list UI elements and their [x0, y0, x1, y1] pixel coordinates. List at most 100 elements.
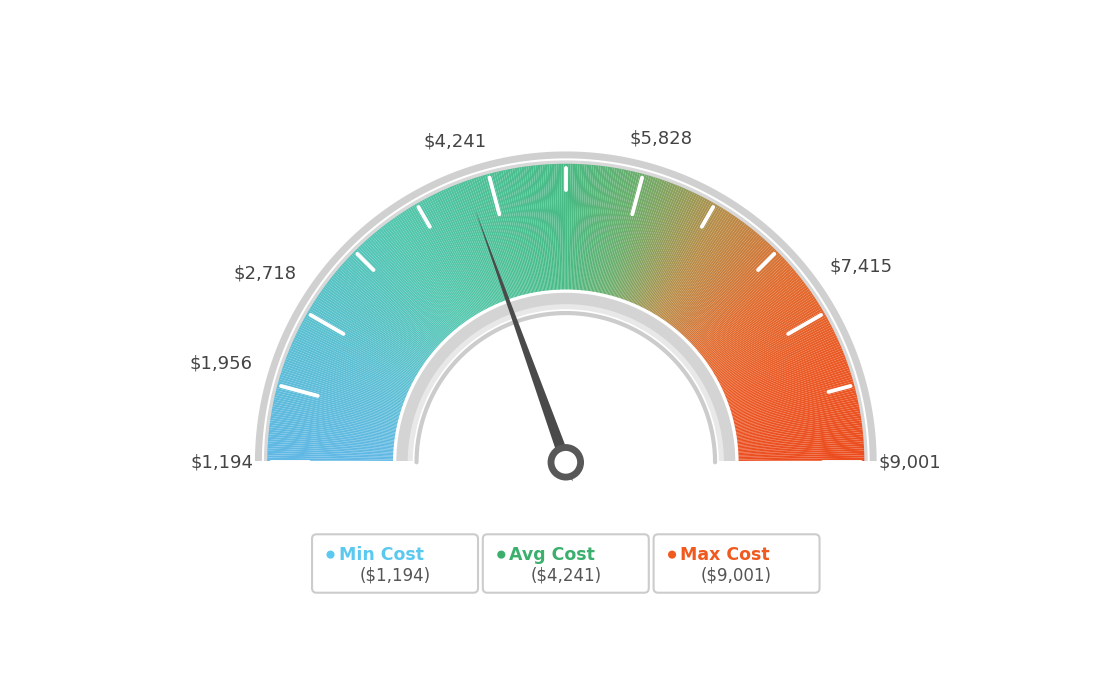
Wedge shape — [734, 397, 858, 426]
Wedge shape — [737, 460, 864, 462]
Wedge shape — [576, 164, 587, 290]
Wedge shape — [523, 166, 543, 292]
Wedge shape — [367, 238, 452, 334]
Wedge shape — [431, 195, 489, 309]
Wedge shape — [290, 346, 407, 397]
Wedge shape — [728, 359, 847, 404]
Wedge shape — [650, 202, 713, 313]
Wedge shape — [716, 319, 828, 381]
Wedge shape — [729, 366, 849, 408]
Wedge shape — [384, 224, 463, 326]
Wedge shape — [735, 415, 861, 437]
Wedge shape — [656, 208, 724, 316]
Wedge shape — [561, 164, 564, 290]
Wedge shape — [629, 185, 678, 303]
Wedge shape — [660, 213, 732, 319]
Wedge shape — [327, 282, 429, 359]
Wedge shape — [714, 313, 825, 377]
Wedge shape — [619, 179, 660, 299]
Wedge shape — [724, 344, 841, 395]
Wedge shape — [724, 346, 841, 397]
Wedge shape — [361, 243, 449, 337]
Wedge shape — [325, 285, 427, 361]
Wedge shape — [458, 183, 505, 302]
FancyBboxPatch shape — [654, 534, 819, 593]
Text: $1,956: $1,956 — [189, 354, 252, 372]
Wedge shape — [273, 404, 397, 430]
Wedge shape — [286, 357, 405, 403]
Wedge shape — [289, 348, 407, 397]
Wedge shape — [314, 300, 422, 370]
Wedge shape — [294, 337, 410, 391]
Wedge shape — [680, 238, 765, 334]
Wedge shape — [725, 351, 843, 399]
Wedge shape — [391, 219, 466, 323]
Wedge shape — [627, 183, 673, 302]
Wedge shape — [521, 167, 542, 292]
Wedge shape — [598, 169, 624, 293]
Wedge shape — [330, 277, 431, 357]
Wedge shape — [698, 270, 796, 353]
Wedge shape — [304, 319, 415, 381]
Wedge shape — [583, 166, 598, 291]
Wedge shape — [381, 226, 460, 327]
Wedge shape — [527, 166, 544, 292]
Text: ($4,241): ($4,241) — [530, 566, 602, 585]
Wedge shape — [267, 448, 394, 455]
Wedge shape — [394, 290, 737, 462]
Wedge shape — [699, 272, 797, 354]
Wedge shape — [578, 164, 590, 290]
Wedge shape — [614, 176, 651, 297]
Wedge shape — [718, 321, 829, 382]
Wedge shape — [383, 225, 461, 326]
Wedge shape — [400, 213, 471, 319]
Wedge shape — [284, 364, 403, 406]
Wedge shape — [654, 206, 720, 315]
Wedge shape — [620, 179, 662, 299]
Wedge shape — [713, 308, 822, 375]
Wedge shape — [677, 234, 760, 331]
Wedge shape — [293, 339, 408, 393]
Wedge shape — [723, 342, 840, 394]
Wedge shape — [679, 237, 763, 333]
Wedge shape — [657, 209, 725, 317]
Wedge shape — [585, 166, 601, 291]
Wedge shape — [697, 268, 794, 352]
Wedge shape — [686, 248, 775, 339]
Wedge shape — [272, 406, 396, 431]
Wedge shape — [693, 262, 788, 348]
Wedge shape — [666, 219, 741, 323]
Wedge shape — [467, 180, 510, 300]
Wedge shape — [729, 368, 850, 409]
Wedge shape — [673, 229, 754, 329]
Wedge shape — [508, 169, 533, 293]
Wedge shape — [489, 173, 523, 296]
Wedge shape — [702, 279, 803, 358]
Wedge shape — [637, 190, 691, 306]
Wedge shape — [718, 323, 830, 383]
Wedge shape — [734, 402, 859, 428]
Wedge shape — [268, 439, 394, 450]
Circle shape — [554, 451, 577, 473]
Wedge shape — [288, 351, 406, 399]
Wedge shape — [552, 164, 559, 290]
Wedge shape — [570, 164, 575, 290]
Wedge shape — [270, 415, 396, 437]
Wedge shape — [582, 165, 596, 291]
Wedge shape — [375, 230, 457, 330]
Wedge shape — [438, 191, 493, 306]
Wedge shape — [733, 391, 856, 422]
Wedge shape — [284, 361, 404, 405]
Wedge shape — [590, 167, 611, 292]
Wedge shape — [689, 253, 781, 342]
Wedge shape — [485, 175, 520, 297]
Wedge shape — [732, 384, 854, 418]
Wedge shape — [407, 304, 724, 462]
Wedge shape — [443, 189, 496, 306]
Wedge shape — [639, 193, 696, 307]
Wedge shape — [282, 368, 403, 409]
Wedge shape — [571, 164, 577, 290]
Wedge shape — [506, 170, 532, 294]
Wedge shape — [268, 434, 394, 447]
Wedge shape — [636, 189, 689, 306]
